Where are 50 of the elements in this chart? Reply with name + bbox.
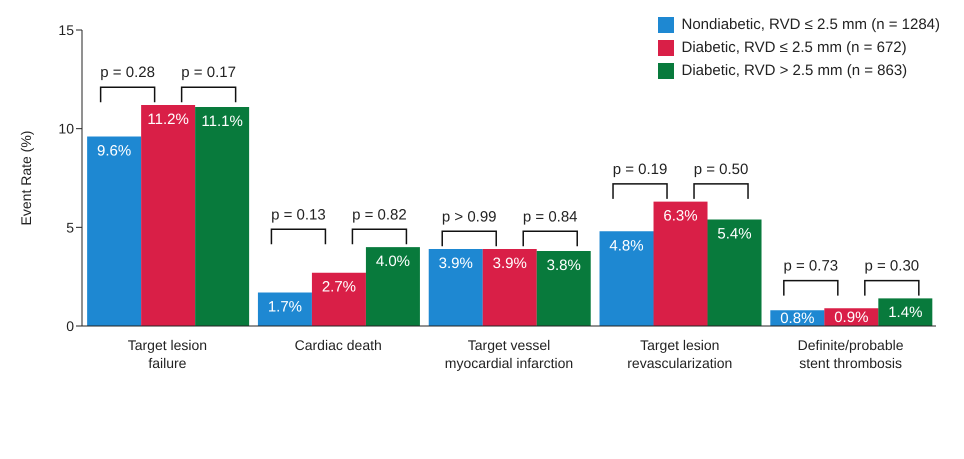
bar [708,219,762,326]
legend-label: Diabetic, RVD ≤ 2.5 mm (n = 672) [682,39,907,56]
bar [258,292,312,326]
bar [536,251,591,326]
annotation: p = 0.50 [694,160,748,178]
bar [141,104,196,326]
data-label: 3.9% [438,255,473,272]
data-label: 5.4% [717,225,752,242]
data-label: 1.4% [888,304,922,322]
annotation: p = 0.84 [522,208,578,226]
annotation: p = 0.28 [100,64,155,82]
data-label: 1.7% [268,298,302,316]
data-label: 11.1% [201,112,243,130]
legend-label: Diabetic, RVD > 2.5 mm (n = 863) [682,62,908,79]
annotation: p = 0.82 [352,206,407,224]
data-label: 3.8% [546,257,581,274]
data-label: 0.9% [834,309,868,326]
y-tick-label: 15 [58,22,74,38]
y-tick-label: 10 [58,120,74,137]
bar [482,249,537,326]
y-tick-label: 5 [66,219,74,236]
annotation: p = 0.30 [864,258,920,275]
x-tick-label: Target vessel myocardial infarction [444,337,574,371]
y-axis-title: Event Rate (%) [18,130,34,226]
x-tick-label: Target lesion revascularization [627,337,732,371]
data-label: 9.6% [97,142,132,160]
x-tick-label: Definite/probable stent thrombosis [798,337,904,371]
data-label: 2.7% [322,278,356,296]
data-label: 6.3% [663,208,698,225]
bar [428,249,483,326]
annotation: p = 0.13 [271,206,326,224]
data-label: 3.9% [492,255,527,272]
bar [366,247,420,326]
legend-label: Nondiabetic, RVD ≤ 2.5 mm (n = 1284) [682,16,940,33]
data-label: 4.0% [376,253,410,270]
bar [312,272,366,326]
annotation: p > 0.99 [442,208,497,226]
data-label: 11.2% [147,110,189,128]
annotation: p = 0.73 [784,258,838,275]
data-label: 4.8% [609,237,644,254]
annotation: p = 0.17 [181,64,236,82]
annotation: p = 0.19 [612,160,668,178]
y-tick-label: 0 [66,318,74,334]
bar [195,106,250,326]
bar [87,136,142,326]
x-tick-label: Target lesion failure [128,337,208,371]
x-tick-label: Cardiac death [294,337,382,353]
bar [600,231,654,326]
data-label: 0.8% [780,310,814,328]
bar [654,202,708,326]
